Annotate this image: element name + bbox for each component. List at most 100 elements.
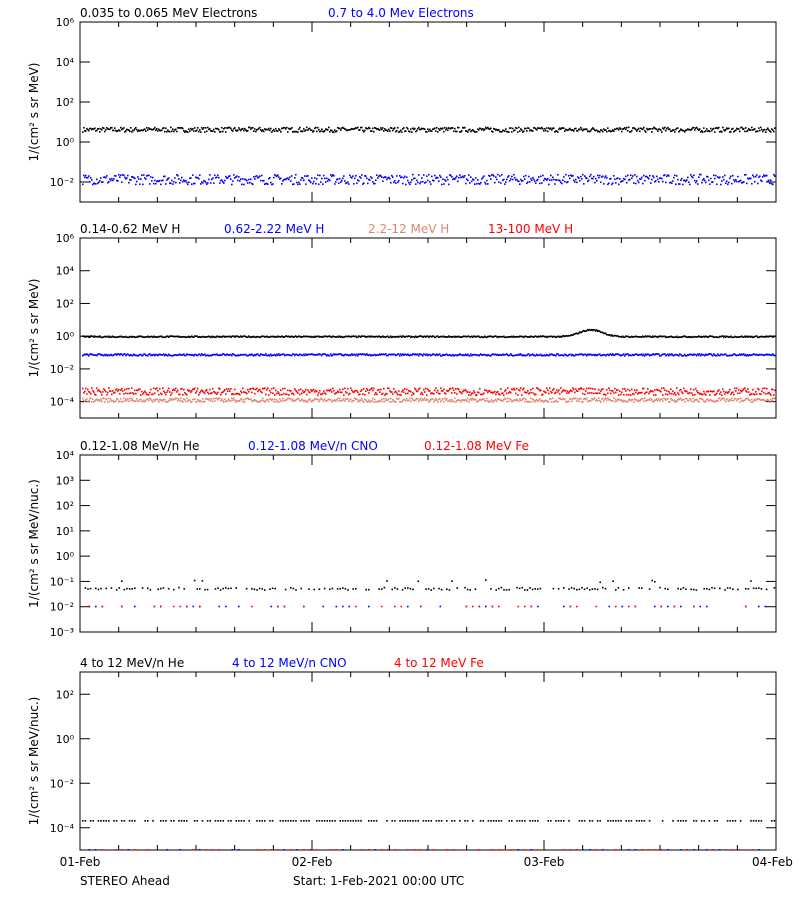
data-point (204, 353, 206, 356)
data-point (504, 390, 506, 392)
data-point (148, 336, 150, 338)
data-point (636, 336, 638, 338)
data-point (106, 126, 108, 129)
data-point (747, 129, 749, 132)
data-point (753, 353, 755, 355)
data-point (302, 130, 304, 132)
data-point (354, 397, 356, 400)
data-point (428, 353, 430, 356)
data-point (420, 128, 422, 131)
data-point (84, 587, 87, 589)
data-point (463, 354, 465, 356)
data-point (724, 174, 726, 177)
data-point (758, 820, 760, 822)
data-point (620, 181, 622, 183)
data-point (140, 394, 142, 396)
data-point (269, 176, 271, 179)
data-point (674, 391, 676, 394)
data-point (385, 129, 387, 131)
data-point (506, 353, 508, 355)
data-point (180, 127, 182, 129)
data-point (191, 390, 193, 392)
data-point (314, 177, 316, 179)
data-point (242, 401, 244, 403)
data-point (375, 820, 378, 822)
data-point (200, 354, 202, 357)
data-point (203, 391, 205, 394)
data-point (168, 353, 170, 356)
data-point (273, 400, 275, 403)
data-point (487, 391, 489, 394)
data-point (271, 131, 273, 133)
data-point (636, 175, 638, 178)
data-point (473, 130, 475, 132)
data-point (183, 398, 185, 400)
data-point (707, 398, 709, 400)
data-point (681, 354, 683, 357)
data-point (314, 353, 316, 356)
data-point (246, 179, 248, 182)
data-point (738, 389, 740, 391)
data-point (235, 335, 237, 337)
data-point (682, 398, 684, 401)
data-point (594, 354, 596, 357)
data-point (170, 126, 172, 129)
data-point (705, 181, 707, 184)
data-point (608, 182, 610, 185)
data-point (612, 400, 614, 402)
data-point (487, 183, 489, 185)
data-point (651, 390, 653, 392)
data-point (358, 129, 360, 131)
data-point (619, 390, 621, 393)
data-point (133, 353, 135, 356)
data-point (583, 820, 586, 822)
data-point (158, 180, 160, 183)
data-point (207, 391, 209, 394)
data-point (203, 335, 205, 338)
data-point (305, 183, 307, 185)
data-point (218, 354, 220, 357)
data-point (631, 129, 633, 132)
data-point (253, 335, 255, 338)
data-point (84, 390, 86, 393)
data-point (672, 390, 674, 393)
data-point (298, 389, 300, 391)
data-point (387, 130, 389, 133)
data-point (513, 129, 515, 132)
data-point (555, 355, 557, 357)
data-point (435, 336, 437, 338)
data-point (501, 392, 503, 395)
data-point (333, 353, 335, 355)
data-point (344, 387, 346, 390)
data-point (101, 336, 103, 339)
data-point (743, 127, 745, 130)
data-point (172, 183, 174, 185)
data-point (227, 176, 229, 179)
data-point (642, 335, 644, 338)
data-point (470, 130, 472, 133)
data-point (412, 398, 414, 401)
data-point (591, 177, 593, 180)
data-point (706, 605, 708, 608)
data-point (271, 335, 273, 338)
data-point (424, 391, 426, 393)
data-point (112, 335, 114, 338)
data-point (453, 355, 455, 357)
y-tick-label: 10⁶ (56, 232, 75, 245)
data-point (328, 398, 330, 401)
data-point (588, 329, 590, 332)
data-point (389, 130, 391, 132)
y-tick-label: 10⁻⁴ (50, 396, 75, 409)
data-point (667, 174, 669, 176)
data-point (740, 389, 742, 392)
data-point (734, 820, 737, 822)
data-point (747, 588, 750, 590)
data-point (633, 401, 635, 403)
data-point (199, 605, 201, 608)
data-point (541, 354, 543, 357)
data-point (218, 128, 220, 131)
data-point (551, 335, 553, 338)
data-point (107, 335, 109, 338)
data-point (413, 353, 415, 355)
data-point (755, 130, 757, 133)
